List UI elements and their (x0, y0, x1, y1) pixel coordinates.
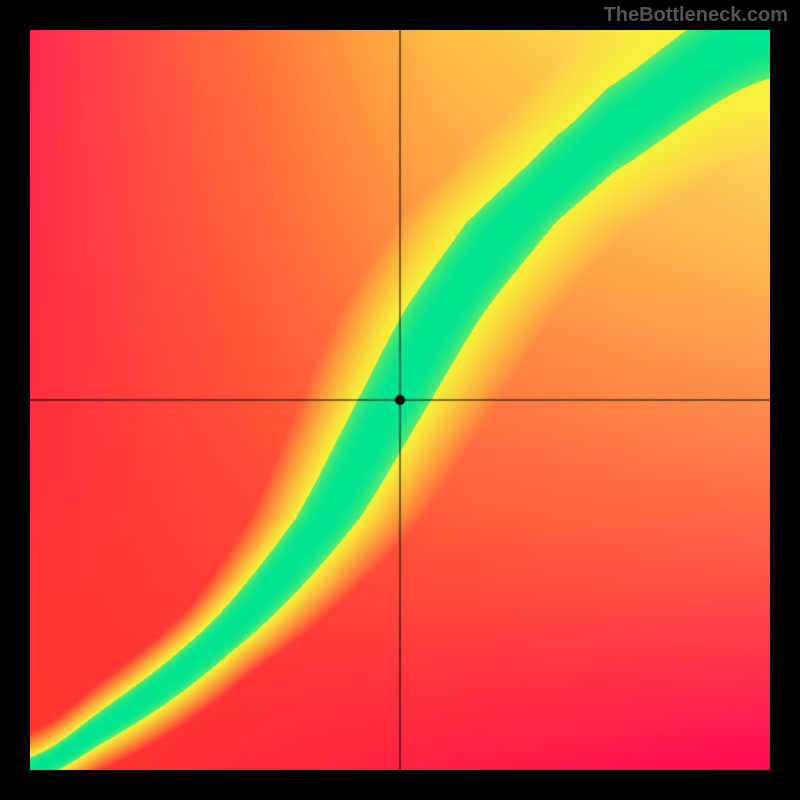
heatmap-canvas (30, 30, 770, 770)
heatmap-plot (30, 30, 770, 770)
chart-frame: TheBottleneck.com (0, 0, 800, 800)
watermark-text: TheBottleneck.com (604, 4, 788, 27)
